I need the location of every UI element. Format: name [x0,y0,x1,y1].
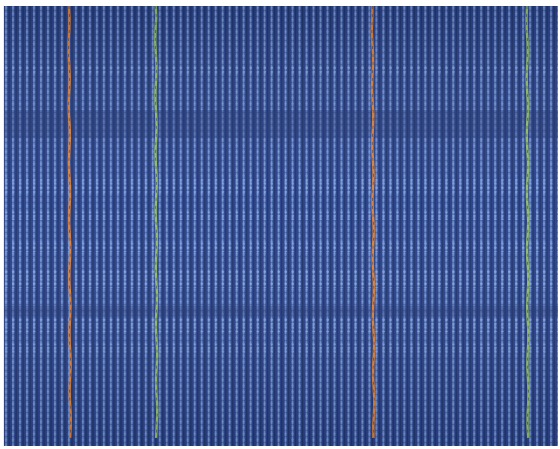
fabric-texture [4,6,558,446]
lighting-shade [4,6,558,446]
fabric-photo [3,6,558,446]
